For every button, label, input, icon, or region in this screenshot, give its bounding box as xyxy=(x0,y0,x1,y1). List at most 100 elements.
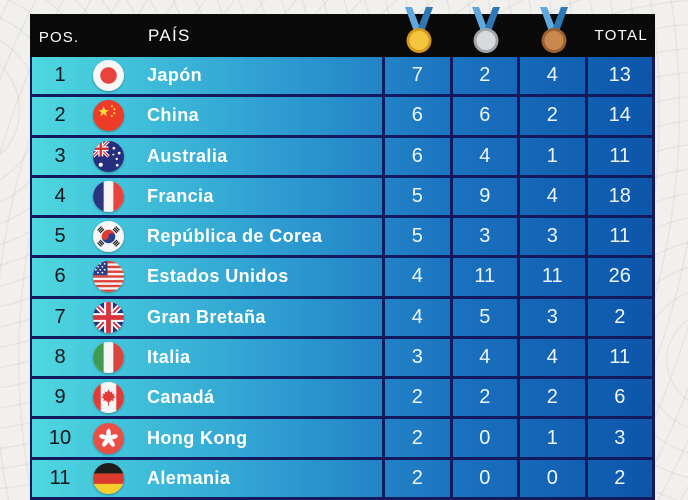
country-name: Canadá xyxy=(147,387,215,408)
total-count: 18 xyxy=(584,177,653,216)
silver-count: 6 xyxy=(449,97,518,135)
bronze-count: 3 xyxy=(517,218,585,256)
header-bronze-column xyxy=(520,7,588,57)
header-gold-column xyxy=(385,7,453,57)
total-count: 13 xyxy=(584,57,653,95)
position-value: 3 xyxy=(54,144,66,167)
position-value: 7 xyxy=(54,305,66,328)
flag-france-icon xyxy=(93,180,124,212)
silver-count: 2 xyxy=(449,379,518,417)
flag-italy-icon xyxy=(93,341,124,373)
flag-usa-icon xyxy=(93,261,124,293)
table-body: 1 Japón 7 2 4 13 2 China 6 6 2 14 3 Aust… xyxy=(30,57,655,500)
header-pos: POS. xyxy=(38,29,80,46)
silver-count: 0 xyxy=(449,459,518,497)
country-cell: Australia xyxy=(88,138,382,175)
country-cell: Gran Bretaña xyxy=(88,299,382,336)
country-cell: Canadá xyxy=(88,379,382,416)
country-name: República de Corea xyxy=(147,226,323,247)
bronze-count: 3 xyxy=(517,298,585,336)
position-value: 11 xyxy=(49,466,71,489)
table-row: 10 Hong Kong 2 0 1 3 xyxy=(30,419,655,460)
country-cell: Italia xyxy=(88,339,382,376)
gold-count: 4 xyxy=(382,258,450,296)
gold-count: 5 xyxy=(382,177,450,216)
position-value: 8 xyxy=(54,345,66,368)
bronze-count: 4 xyxy=(517,57,585,95)
total-count: 26 xyxy=(584,258,653,296)
flag-japan-icon xyxy=(93,60,124,92)
flag-uk-icon xyxy=(93,301,124,333)
bronze-count: 1 xyxy=(517,419,585,457)
total-count: 11 xyxy=(584,338,653,377)
country-cell: Estados Unidos xyxy=(88,258,382,295)
bronze-count: 2 xyxy=(517,97,585,135)
gold-medal-icon xyxy=(400,7,438,54)
country-name: Gran Bretaña xyxy=(147,306,266,327)
silver-count: 2 xyxy=(449,57,518,95)
bronze-medal-icon xyxy=(535,7,573,54)
silver-medal-icon xyxy=(467,7,505,54)
bronze-count: 0 xyxy=(517,459,585,497)
flag-south-korea-icon xyxy=(93,221,124,253)
table-row: 2 China 6 6 2 14 xyxy=(30,97,655,138)
silver-count: 3 xyxy=(449,218,518,256)
silver-count: 4 xyxy=(449,338,518,377)
position-value: 10 xyxy=(48,426,72,449)
position-value: 9 xyxy=(54,386,66,409)
country-name: Alemania xyxy=(147,467,231,488)
silver-count: 5 xyxy=(449,298,518,336)
position-value: 5 xyxy=(54,225,66,248)
bronze-count: 11 xyxy=(517,258,585,296)
total-count: 2 xyxy=(584,459,653,497)
table-row: 6 Estados Unidos 4 11 11 26 xyxy=(30,258,655,299)
country-name: Hong Kong xyxy=(147,427,248,448)
country-cell: Alemania xyxy=(88,460,382,497)
gold-count: 2 xyxy=(382,379,450,417)
flag-australia-icon xyxy=(93,140,124,172)
table-row: 5 República de Corea 5 3 3 11 xyxy=(30,218,655,259)
table-row: 1 Japón 7 2 4 13 xyxy=(30,57,655,98)
table-row: 3 Australia 6 4 1 11 xyxy=(30,137,655,178)
bronze-count: 2 xyxy=(517,379,585,417)
gold-count: 4 xyxy=(382,298,450,336)
total-count: 6 xyxy=(584,379,653,417)
silver-count: 11 xyxy=(449,258,518,296)
silver-count: 0 xyxy=(449,419,518,457)
country-name: Australia xyxy=(147,145,228,166)
flag-germany-icon xyxy=(93,462,124,494)
gold-count: 6 xyxy=(382,137,450,175)
gold-count: 3 xyxy=(382,338,450,377)
flag-china-icon xyxy=(93,100,124,132)
header-silver-column xyxy=(453,7,521,57)
country-cell: República de Corea xyxy=(88,218,382,255)
gold-count: 5 xyxy=(382,218,450,256)
table-header: POS. PAÍS TOTAL xyxy=(30,7,655,57)
table-row: 7 Gran Bretaña 4 5 3 2 xyxy=(30,298,655,339)
position-value: 6 xyxy=(54,265,66,288)
bronze-count: 4 xyxy=(517,177,585,216)
gold-count: 2 xyxy=(382,419,450,457)
total-count: 11 xyxy=(584,218,653,256)
total-count: 2 xyxy=(584,298,653,336)
country-cell: China xyxy=(88,97,382,134)
gold-count: 6 xyxy=(382,97,450,135)
country-name: China xyxy=(147,105,200,126)
country-name: Japón xyxy=(147,65,203,86)
position-value: 1 xyxy=(54,64,66,87)
table-row: 8 Italia 3 4 4 11 xyxy=(30,338,655,380)
country-cell: Japón xyxy=(88,57,382,94)
flag-canada-icon xyxy=(93,382,124,414)
country-name: Italia xyxy=(147,346,191,367)
country-name: Estados Unidos xyxy=(147,266,289,287)
country-cell: Hong Kong xyxy=(88,419,382,456)
gold-count: 2 xyxy=(382,459,450,497)
position-value: 4 xyxy=(54,184,66,207)
silver-count: 4 xyxy=(449,137,518,175)
bronze-count: 1 xyxy=(517,137,585,175)
table-row: 11 Alemania 2 0 0 2 xyxy=(30,459,655,500)
country-name: Francia xyxy=(147,185,214,206)
table-row: 4 Francia 5 9 4 18 xyxy=(30,177,655,219)
silver-count: 9 xyxy=(449,177,518,216)
